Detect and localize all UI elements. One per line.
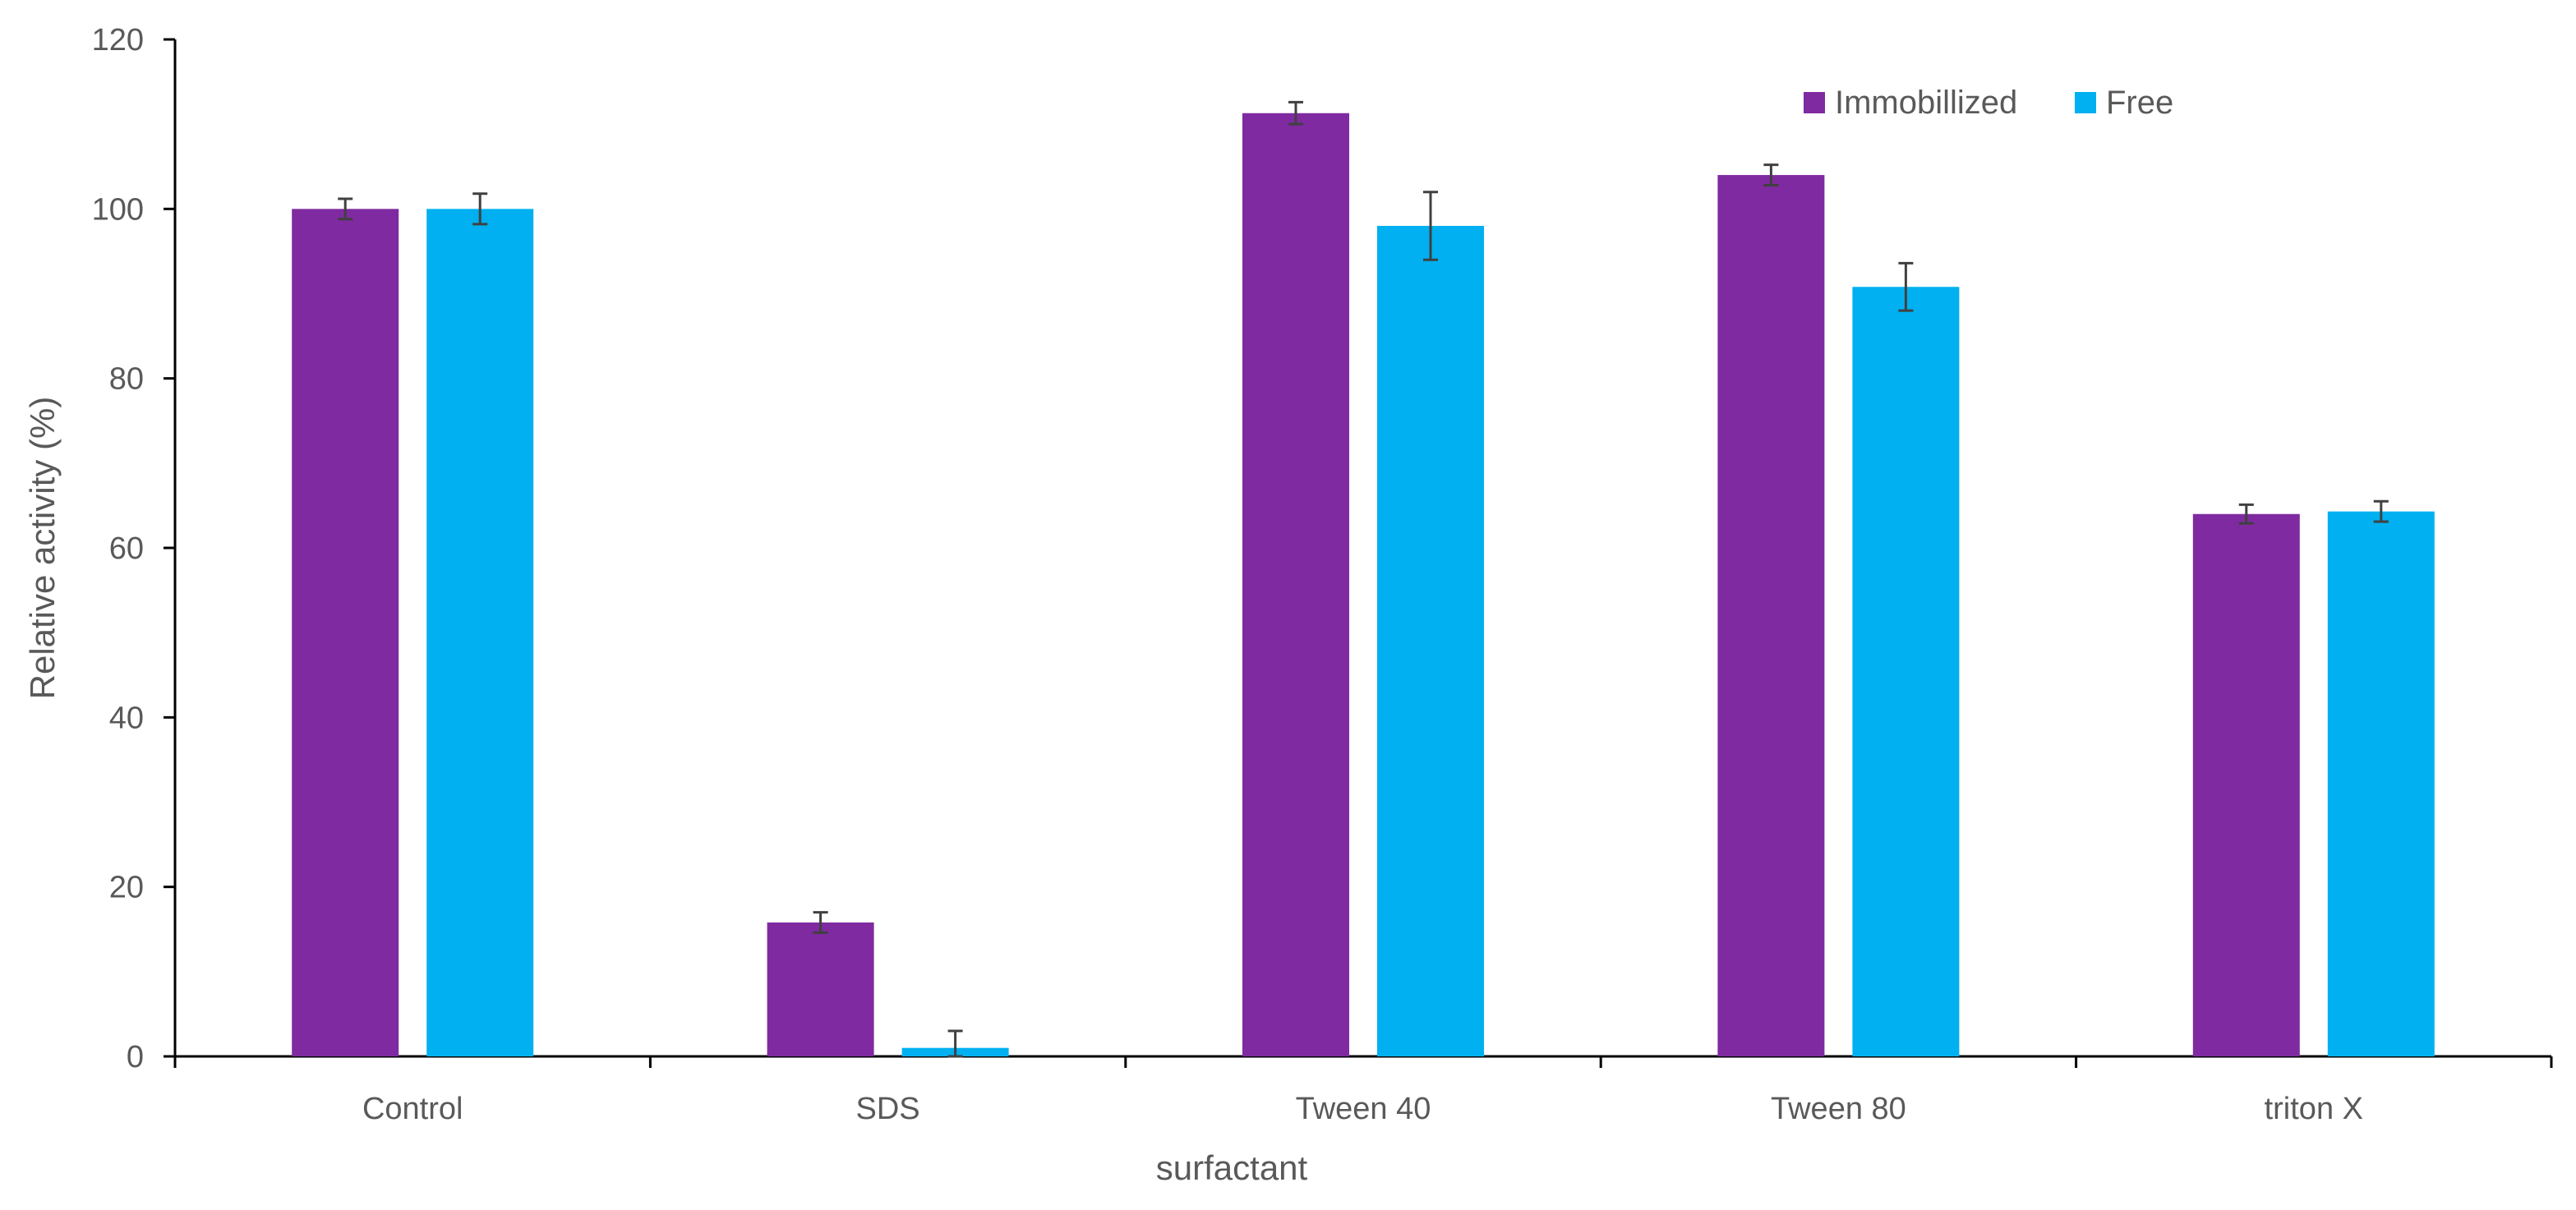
axes xyxy=(164,38,2553,1068)
bar xyxy=(1852,287,1960,1056)
bar xyxy=(426,209,534,1056)
bars xyxy=(292,100,2435,1058)
bar xyxy=(1717,175,1825,1057)
bar xyxy=(292,209,399,1056)
legend-label: Immobillized xyxy=(1835,85,2017,121)
y-axis-title: Relative activity (%) xyxy=(23,397,62,700)
bar xyxy=(767,922,874,1056)
y-tick-label: 120 xyxy=(92,23,144,58)
y-tick-label: 60 xyxy=(109,531,144,566)
legend-swatch xyxy=(1804,92,1825,113)
x-tick-label: Tween 80 xyxy=(1771,1092,1906,1126)
y-tick-label: 80 xyxy=(109,362,144,397)
legend: Immobillized Free xyxy=(1804,85,2173,121)
bar xyxy=(1377,225,1484,1056)
bar xyxy=(2327,511,2435,1056)
x-tick-label: SDS xyxy=(856,1092,920,1126)
bar xyxy=(1242,113,1349,1056)
x-tick-label: Tween 40 xyxy=(1296,1092,1431,1126)
y-tick-label: 0 xyxy=(127,1040,144,1074)
y-tick-label: 20 xyxy=(109,871,144,905)
labels: 0 20 40 60 80 100 120 Control SDS Tween 40 Tween 8… xyxy=(23,23,2363,1187)
y-tick-label: 40 xyxy=(109,701,144,735)
x-axis-title: surfactant xyxy=(1156,1148,1308,1187)
legend-swatch xyxy=(2075,92,2096,113)
x-tick-label: Control xyxy=(362,1092,463,1126)
bar xyxy=(2192,513,2300,1056)
x-tick-label: triton X xyxy=(2265,1092,2363,1126)
y-tick-label: 100 xyxy=(92,192,144,227)
legend-label: Free xyxy=(2106,85,2173,121)
